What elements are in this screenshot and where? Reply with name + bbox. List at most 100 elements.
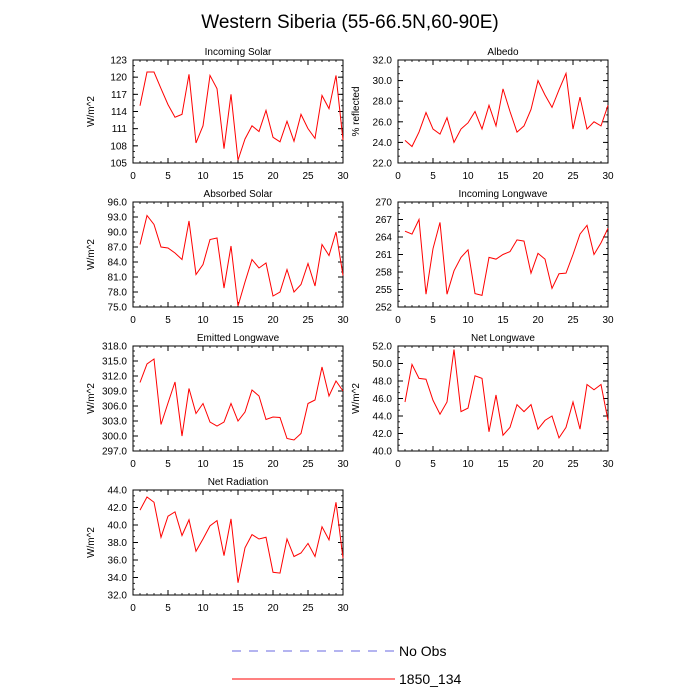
y-tick-label: 93.0 — [108, 213, 128, 224]
x-tick-label: 30 — [602, 315, 614, 326]
panel-title: Net Radiation — [208, 477, 269, 488]
panel-title: Emitted Longwave — [197, 333, 280, 344]
x-tick-label: 15 — [497, 459, 509, 470]
x-tick-label: 30 — [602, 459, 614, 470]
y-tick-label: 75.0 — [108, 303, 128, 314]
series-line — [139, 496, 344, 583]
x-tick-label: 10 — [197, 603, 209, 614]
x-tick-label: 15 — [497, 315, 509, 326]
y-tick-label: 120 — [110, 73, 127, 84]
legend: No Obs 1850_134 — [232, 643, 462, 687]
x-tick-label: 10 — [197, 459, 209, 470]
y-tick-label: 26.0 — [373, 117, 393, 128]
x-tick-label: 15 — [232, 315, 244, 326]
x-tick-label: 20 — [267, 603, 279, 614]
panel-5: Emitted Longwave W/m^2 0 5 10 15 20 25 30 297.0 30… — [86, 333, 349, 470]
y-tick-label: 258 — [375, 268, 392, 279]
y-tick-label: 306.0 — [102, 402, 127, 413]
x-tick-label: 10 — [197, 315, 209, 326]
x-tick-label: 25 — [302, 603, 314, 614]
x-tick-label: 20 — [267, 459, 279, 470]
x-tick-label: 5 — [165, 171, 171, 182]
x-tick-label: 25 — [302, 459, 314, 470]
y-tick-label: 264 — [375, 233, 392, 244]
y-tick-label: 42.0 — [373, 429, 393, 440]
panel-title: Incoming Solar — [205, 47, 272, 58]
y-tick-label: 52.0 — [373, 342, 393, 353]
panel-3: Absorbed Solar W/m^2 0 5 10 15 20 25 30 75.0 78.0 8… — [86, 189, 349, 326]
panel-6: Net Longwave W/m^2 0 5 10 15 20 25 30 40.0 42.0 44.… — [351, 333, 614, 470]
x-tick-label: 0 — [130, 459, 136, 470]
series-line — [139, 71, 344, 161]
x-tick-label: 30 — [337, 603, 349, 614]
panel-4: Incoming Longwave 0 5 10 15 20 25 30 252 255 258 26… — [375, 189, 614, 326]
y-tick-label: 34.0 — [108, 573, 128, 584]
panel-title: Incoming Longwave — [459, 189, 548, 200]
y-tick-label: 123 — [110, 56, 127, 67]
y-tick-label: 297.0 — [102, 447, 127, 458]
y-tick-label: 315.0 — [102, 357, 127, 368]
x-tick-label: 5 — [430, 459, 436, 470]
y-tick-label: 255 — [375, 285, 392, 296]
y-axis-label: W/m^2 — [86, 527, 97, 558]
x-tick-label: 10 — [197, 171, 209, 182]
x-tick-label: 25 — [567, 459, 579, 470]
y-tick-label: 78.0 — [108, 288, 128, 299]
y-tick-label: 84.0 — [108, 258, 128, 269]
x-tick-label: 0 — [395, 315, 401, 326]
x-tick-label: 30 — [602, 171, 614, 182]
plot-frame — [132, 345, 344, 452]
x-tick-label: 30 — [337, 315, 349, 326]
y-tick-label: 32.0 — [108, 591, 128, 602]
legend-label: No Obs — [399, 643, 446, 659]
x-tick-label: 25 — [302, 171, 314, 182]
series-line — [404, 71, 609, 148]
x-tick-label: 30 — [337, 459, 349, 470]
x-tick-label: 0 — [395, 171, 401, 182]
y-tick-label: 108 — [110, 141, 127, 152]
y-axis-label: W/m^2 — [86, 96, 97, 127]
y-tick-label: 96.0 — [108, 198, 128, 209]
y-tick-label: 105 — [110, 159, 127, 170]
x-tick-label: 25 — [302, 315, 314, 326]
y-tick-label: 50.0 — [373, 359, 393, 370]
y-axis-label: W/m^2 — [351, 383, 362, 414]
y-tick-label: 87.0 — [108, 243, 128, 254]
x-tick-label: 25 — [567, 315, 579, 326]
x-tick-label: 30 — [337, 171, 349, 182]
x-tick-label: 20 — [532, 315, 544, 326]
y-tick-label: 44.0 — [373, 412, 393, 423]
x-tick-label: 20 — [267, 171, 279, 182]
y-tick-label: 318.0 — [102, 342, 127, 353]
y-tick-label: 24.0 — [373, 138, 393, 149]
x-tick-label: 0 — [395, 459, 401, 470]
y-axis-label: W/m^2 — [86, 239, 97, 270]
y-tick-label: 28.0 — [373, 97, 393, 108]
x-tick-label: 5 — [165, 459, 171, 470]
y-tick-label: 81.0 — [108, 273, 128, 284]
y-tick-label: 42.0 — [108, 503, 128, 514]
x-tick-label: 15 — [497, 171, 509, 182]
y-tick-label: 40.0 — [373, 447, 393, 458]
x-tick-label: 10 — [462, 459, 474, 470]
panel-title: Net Longwave — [471, 333, 535, 344]
series-line — [404, 349, 609, 440]
plot-frame — [132, 201, 344, 308]
y-tick-label: 303.0 — [102, 417, 127, 428]
legend-label: 1850_134 — [399, 671, 462, 687]
x-tick-label: 0 — [130, 171, 136, 182]
series-line — [404, 217, 609, 296]
y-tick-label: 312.0 — [102, 372, 127, 383]
panel-1: Incoming Solar W/m^2 0 5 10 15 20 25 30 105 108 111… — [86, 47, 349, 182]
y-tick-label: 90.0 — [108, 228, 128, 239]
y-tick-label: 30.0 — [373, 76, 393, 87]
x-tick-label: 0 — [130, 603, 136, 614]
x-tick-label: 10 — [462, 315, 474, 326]
y-tick-label: 252 — [375, 303, 392, 314]
y-tick-label: 270 — [375, 198, 392, 209]
x-tick-label: 15 — [232, 459, 244, 470]
panel-7: Net Radiation W/m^2 0 5 10 15 20 25 30 32.0 34.0 36… — [86, 477, 349, 614]
y-tick-label: 40.0 — [108, 521, 128, 532]
